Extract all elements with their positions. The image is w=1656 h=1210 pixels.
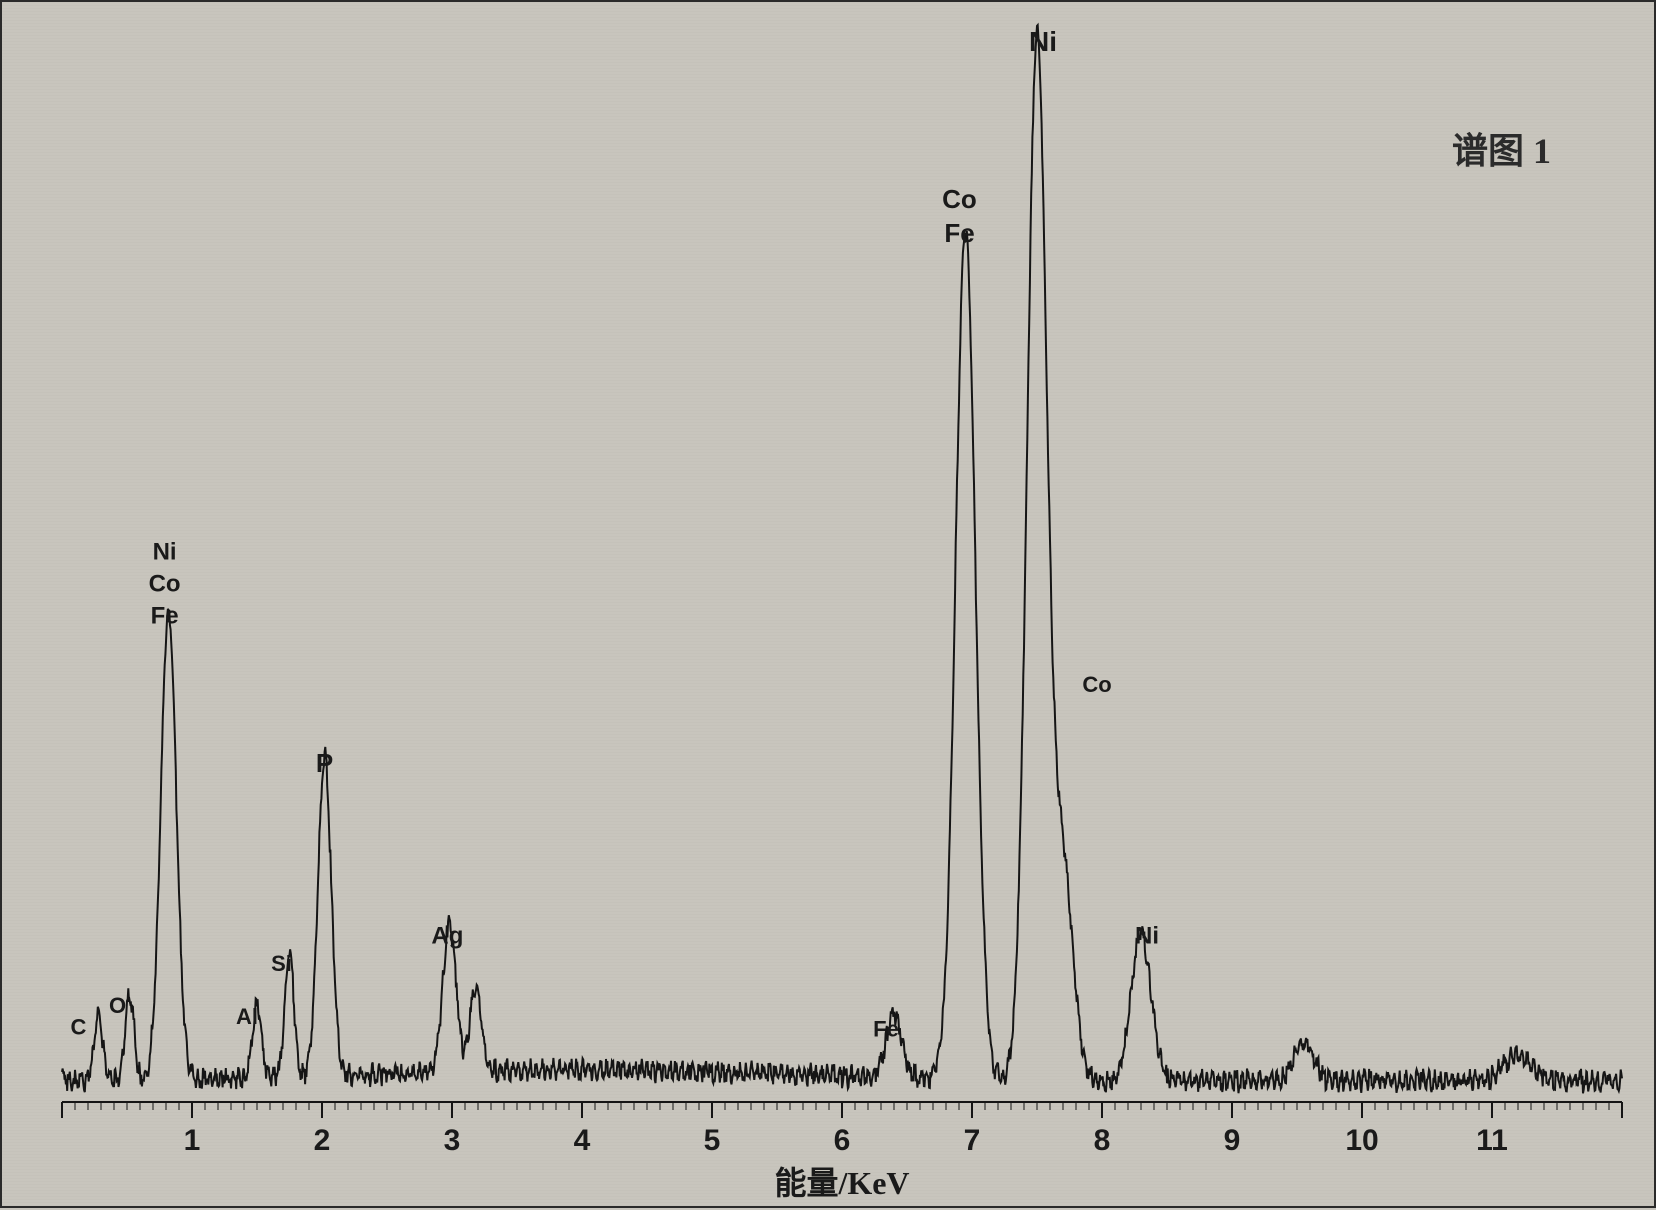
x-tick-label: 5 (704, 1124, 721, 1157)
x-tick-label: 1 (184, 1124, 201, 1157)
peak-label: Fe (151, 603, 179, 630)
x-tick-label: 9 (1224, 1124, 1241, 1157)
peak-label: P (316, 748, 333, 778)
peak-label: Fe (944, 218, 974, 248)
spectrum-line (62, 25, 1622, 1093)
peak-label: Ni (153, 539, 177, 566)
peak-label: Fe (873, 1016, 899, 1041)
peak-label: Ni (1135, 923, 1159, 950)
peak-label: Ni (1029, 26, 1057, 57)
peak-label: Co (149, 571, 181, 598)
x-tick-label: 3 (444, 1124, 461, 1157)
spectrum-plot: 1 2 3 4 5 6 7 8 9 10 11 能量/KeV CO Ni Co Fe Al Si P Ag Fe Co Fe… (2, 2, 1656, 1210)
x-tick-label: 8 (1094, 1124, 1111, 1157)
peak-label: Co (942, 184, 977, 214)
chart-title: 谱图 1 (1452, 122, 1551, 174)
x-tick-label: 2 (314, 1124, 331, 1157)
peak-label: Co (1082, 672, 1111, 697)
x-axis-label: 能量/KeV (774, 1165, 909, 1201)
peak-label: Al (236, 1004, 258, 1029)
peak-label: Si (271, 951, 292, 976)
x-tick-label: 11 (1476, 1124, 1508, 1157)
x-tick-label: 6 (834, 1124, 851, 1157)
x-tick-label: 7 (964, 1124, 981, 1157)
peak-label: O (109, 993, 126, 1018)
peak-label: Ag (431, 923, 463, 950)
x-tick-label: 4 (574, 1124, 591, 1157)
peak-label: C (70, 1014, 86, 1039)
x-tick-label: 10 (1345, 1124, 1378, 1157)
chart-frame: 谱图 1 1 2 3 4 5 6 7 8 9 10 11 能量/KeV CO Ni Co Fe Al Si P Ag F… (0, 0, 1656, 1208)
